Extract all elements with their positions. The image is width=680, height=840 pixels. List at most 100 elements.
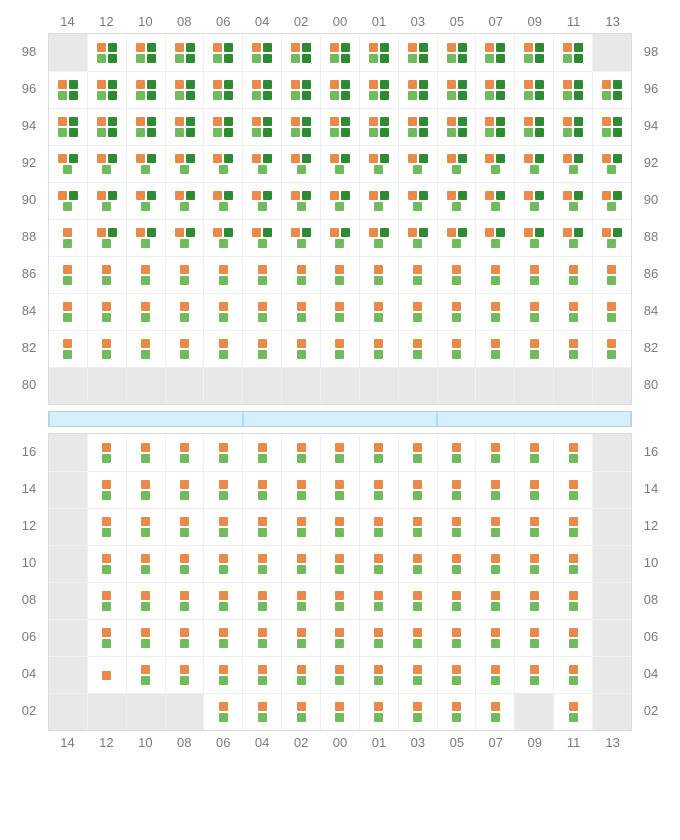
slot[interactable] (203, 257, 242, 293)
slot[interactable] (281, 183, 320, 219)
slot[interactable] (165, 72, 204, 108)
slot[interactable] (165, 509, 204, 545)
slot[interactable] (514, 509, 553, 545)
slot[interactable] (242, 220, 281, 256)
slot[interactable] (320, 657, 359, 693)
slot[interactable] (49, 72, 87, 108)
slot[interactable] (475, 72, 514, 108)
slot[interactable] (359, 694, 398, 730)
slot[interactable] (359, 472, 398, 508)
slot[interactable] (203, 583, 242, 619)
slot[interactable] (126, 72, 165, 108)
slot[interactable] (592, 257, 631, 293)
slot[interactable] (320, 472, 359, 508)
slot[interactable] (437, 72, 476, 108)
slot[interactable] (203, 331, 242, 367)
slot[interactable] (553, 146, 592, 182)
slot[interactable] (203, 620, 242, 656)
slot[interactable] (437, 472, 476, 508)
slot[interactable] (592, 109, 631, 145)
slot[interactable] (49, 146, 87, 182)
slot[interactable] (398, 72, 437, 108)
slot[interactable] (475, 657, 514, 693)
slot[interactable] (49, 109, 87, 145)
slot[interactable] (126, 472, 165, 508)
slot[interactable] (475, 583, 514, 619)
slot[interactable] (281, 146, 320, 182)
slot[interactable] (359, 257, 398, 293)
slot[interactable] (87, 34, 126, 71)
slot[interactable] (242, 694, 281, 730)
slot[interactable] (242, 546, 281, 582)
slot[interactable] (203, 694, 242, 730)
slot[interactable] (475, 183, 514, 219)
slot[interactable] (87, 294, 126, 330)
slot[interactable] (514, 257, 553, 293)
slot[interactable] (242, 72, 281, 108)
slot[interactable] (320, 109, 359, 145)
slot[interactable] (165, 657, 204, 693)
slot[interactable] (398, 34, 437, 71)
slot[interactable] (320, 220, 359, 256)
slot[interactable] (242, 620, 281, 656)
slot[interactable] (281, 294, 320, 330)
slot[interactable] (281, 657, 320, 693)
slot[interactable] (514, 294, 553, 330)
slot[interactable] (475, 109, 514, 145)
slot[interactable] (87, 109, 126, 145)
slot[interactable] (49, 257, 87, 293)
slot[interactable] (592, 220, 631, 256)
slot[interactable] (126, 620, 165, 656)
slot[interactable] (165, 146, 204, 182)
slot[interactable] (203, 220, 242, 256)
slot[interactable] (514, 331, 553, 367)
slot[interactable] (281, 620, 320, 656)
slot[interactable] (514, 146, 553, 182)
slot[interactable] (203, 546, 242, 582)
slot[interactable] (514, 546, 553, 582)
slot[interactable] (592, 72, 631, 108)
slot[interactable] (320, 583, 359, 619)
slot[interactable] (475, 331, 514, 367)
slot[interactable] (242, 34, 281, 71)
slot[interactable] (320, 694, 359, 730)
slot[interactable] (242, 146, 281, 182)
slot[interactable] (437, 620, 476, 656)
slot[interactable] (359, 220, 398, 256)
slot[interactable] (49, 294, 87, 330)
slot[interactable] (437, 331, 476, 367)
slot[interactable] (514, 434, 553, 471)
slot[interactable] (437, 509, 476, 545)
slot[interactable] (553, 72, 592, 108)
slot[interactable] (203, 34, 242, 71)
slot[interactable] (553, 331, 592, 367)
slot[interactable] (514, 183, 553, 219)
slot[interactable] (242, 294, 281, 330)
slot[interactable] (126, 34, 165, 71)
slot[interactable] (203, 657, 242, 693)
slot[interactable] (281, 434, 320, 471)
slot[interactable] (475, 546, 514, 582)
slot[interactable] (320, 294, 359, 330)
slot[interactable] (165, 183, 204, 219)
slot[interactable] (126, 146, 165, 182)
slot[interactable] (398, 146, 437, 182)
slot[interactable] (87, 146, 126, 182)
slot[interactable] (203, 109, 242, 145)
slot[interactable] (320, 257, 359, 293)
slot[interactable] (553, 183, 592, 219)
slot[interactable] (359, 434, 398, 471)
slot[interactable] (398, 183, 437, 219)
slot[interactable] (359, 72, 398, 108)
slot[interactable] (242, 109, 281, 145)
slot[interactable] (87, 220, 126, 256)
slot[interactable] (320, 434, 359, 471)
slot[interactable] (281, 220, 320, 256)
slot[interactable] (553, 657, 592, 693)
slot[interactable] (475, 257, 514, 293)
slot[interactable] (553, 434, 592, 471)
slot[interactable] (49, 331, 87, 367)
slot[interactable] (359, 546, 398, 582)
slot[interactable] (553, 472, 592, 508)
slot[interactable] (242, 509, 281, 545)
